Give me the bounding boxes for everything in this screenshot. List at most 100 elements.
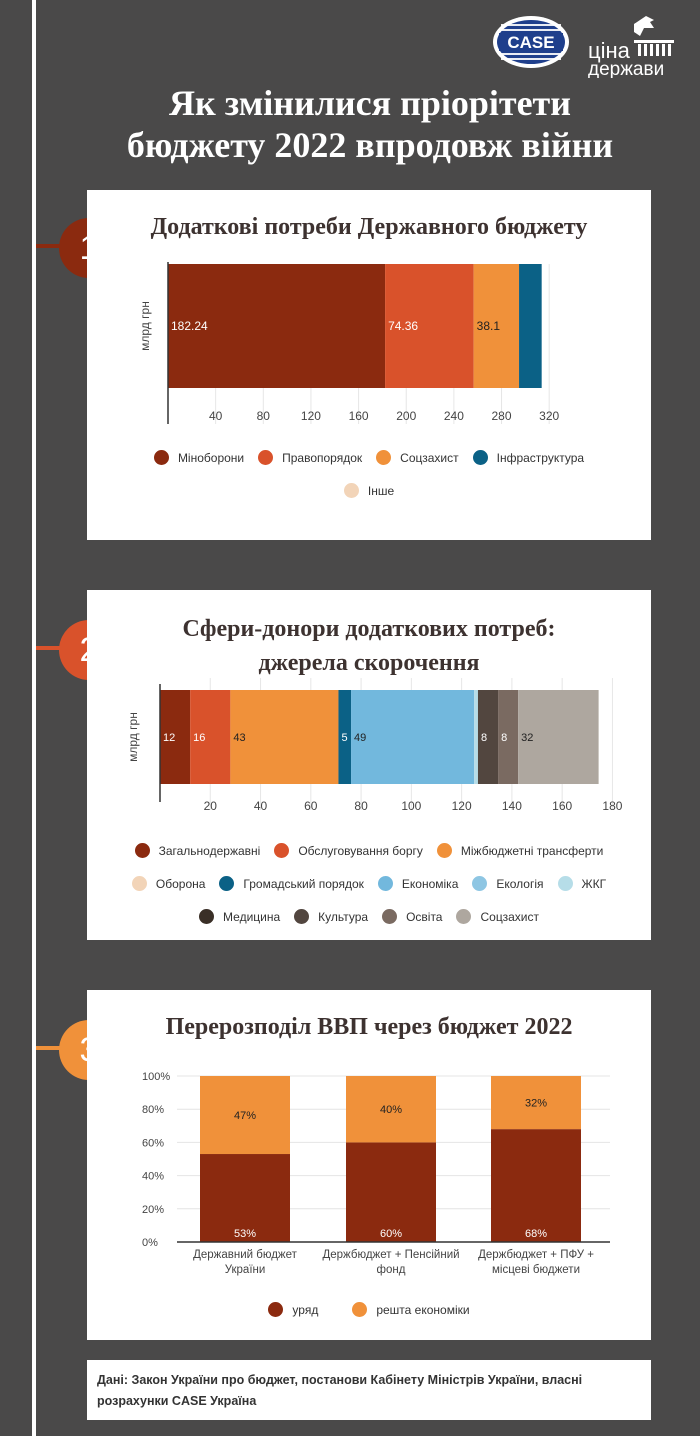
chart2-legend: Загальнодержавні Обслуговування боргу Мі… (87, 834, 651, 933)
legend-kultura: Культура (294, 909, 368, 924)
legend-zhkh: ЖКГ (557, 876, 606, 891)
legend-zahalnoderzhavni: Загальнодержавні (134, 843, 260, 858)
chart1-x-tick: 120 (301, 409, 321, 423)
chart1-data-label: 38.1 (477, 319, 501, 333)
chart3-data-label: 53% (234, 1228, 256, 1240)
chart3-bar-uryad (200, 1154, 290, 1242)
connector-2 (36, 646, 76, 650)
legend-medytsyna: Медицина (199, 909, 280, 924)
chart1-bar-segment (385, 264, 474, 388)
timeline-line (32, 0, 36, 1436)
source-line1: Дані: Закон України про бюджет, постанов… (97, 1373, 583, 1387)
tsina-logo-line2: держави (588, 59, 664, 78)
chart2-x-tick: 100 (401, 799, 421, 813)
chart1-svg: 40 80 120 160 200 240 280 320 182.24 74.36 38.1 млр… (138, 262, 560, 424)
chart2-title: Сфери-донори додаткових потреб: джерела … (87, 612, 651, 680)
chart3-title: Перерозподіл ВВП через бюджет 2022 (165, 1014, 573, 1040)
chart3-y-tick: 20% (142, 1204, 164, 1216)
connector-1 (36, 244, 76, 248)
chart-panel-3: Перерозподіл ВВП через бюджет 2022 0% 20%… (87, 990, 651, 1340)
chart2-y-label: млрд грн (126, 712, 140, 762)
chart1-title: Додаткові потреби Державного бюджету (150, 214, 588, 240)
chart2-x-tick: 140 (502, 799, 522, 813)
chart1-data-label: 182.24 (171, 319, 208, 333)
chart2-bar-segment (160, 690, 191, 784)
chart3-y-tick: 40% (142, 1171, 164, 1183)
chart2-svg: 20 40 60 80 100 120 140 160 180 12 16 43 5 49 8 8 32 млрд… (126, 678, 623, 813)
chart2-bar-segment (474, 690, 478, 784)
chart2-bar-segment (338, 690, 352, 784)
legend-transferty: Міжбюджетні трансферти (436, 843, 603, 858)
chart-panel-1: Додаткові потреби Державного бюджету 40 8… (87, 190, 651, 540)
legend-minoborony: Міноборони (153, 450, 244, 465)
chart1-legend: Міноборони Правопорядок Соцзахист Інфрас… (87, 441, 651, 507)
chart3-data-label: 32% (525, 1098, 547, 1110)
chart1-x-tick: 80 (257, 409, 271, 423)
chart3-y-tick: 100% (142, 1071, 170, 1083)
chart2-x-tick: 40 (254, 799, 268, 813)
legend-sotszakhyst2: Соцзахист (456, 909, 539, 924)
chart2-bar-segment (518, 690, 599, 784)
chart2-x-tick: 180 (602, 799, 622, 813)
page-title-line1: Як змінилися пріорітети (169, 83, 571, 123)
chart1-y-label: млрд грн (138, 301, 152, 351)
chart3-data-label: 47% (234, 1110, 256, 1122)
tsina-derzhavy-logo: ціна держави (588, 14, 684, 80)
chart3-x-tick: місцеві бюджети (492, 1264, 580, 1276)
chart2-bar-segment (230, 690, 339, 784)
page-title: Як змінилися пріорітети бюджету 2022 впр… (90, 82, 650, 166)
chart2-data-label: 43 (233, 732, 245, 744)
source-line2: розрахунки CASE Україна (97, 1394, 257, 1408)
chart3-data-label: 68% (525, 1228, 547, 1240)
legend-pravoporyadok: Правопорядок (258, 450, 362, 465)
chart3-svg: 0% 20% 40% 60% 80% 100% 47% 53% Державний бюджет… (142, 1071, 610, 1276)
chart3-bar-uryad (491, 1129, 581, 1242)
chart2-data-label: 5 (341, 732, 347, 744)
chart2-data-label: 12 (163, 732, 175, 744)
chart1-x-tick: 320 (539, 409, 559, 423)
case-logo-text: CASE (507, 33, 554, 52)
chart3-y-tick: 0% (142, 1237, 158, 1249)
chart1-bar-segment (473, 264, 520, 388)
chart2-data-label: 49 (354, 732, 366, 744)
tsina-logo-line1: ціна (588, 38, 631, 63)
chart2-bar-segment (477, 690, 499, 784)
legend-ekolohiya: Екологія (472, 876, 544, 891)
legend-hromporyadok: Громадський порядок (219, 876, 364, 891)
chart3-x-tick: Державний бюджет (193, 1249, 298, 1261)
legend-ekonomika: Економіка (377, 876, 458, 891)
legend-uryad: уряд (268, 1302, 318, 1317)
chart3-bar-reshta (346, 1076, 436, 1143)
chart3-bar-uryad (346, 1142, 436, 1242)
chart2-bar-segment (498, 690, 519, 784)
chart2-data-label: 32 (521, 732, 533, 744)
chart1-x-tick: 160 (349, 409, 369, 423)
chart2-title-line1: Сфери-донори додаткових потреб: (182, 616, 556, 642)
chart2-x-tick: 60 (304, 799, 318, 813)
chart3-data-label: 60% (380, 1228, 402, 1240)
chart3-y-tick: 80% (142, 1104, 164, 1116)
legend-sotszakhyst: Соцзахист (376, 450, 459, 465)
chart3-x-tick: України (225, 1264, 266, 1276)
chart2-title-line2: джерела скорочення (258, 650, 480, 676)
chart3-x-tick: фонд (377, 1264, 406, 1276)
chart2-data-label: 16 (193, 732, 205, 744)
chart1-x-tick: 240 (444, 409, 464, 423)
chart3-legend: уряд решта економіки (87, 1293, 651, 1326)
legend-osvita: Освіта (382, 909, 442, 924)
chart1-bar-segment (519, 264, 542, 388)
chart2-bar-segment (351, 690, 475, 784)
connector-3 (36, 1046, 76, 1050)
chart2-data-label: 8 (481, 732, 487, 744)
legend-borh: Обслуговування боргу (274, 843, 423, 858)
chart1-x-tick: 40 (209, 409, 223, 423)
chart1-x-tick: 200 (396, 409, 416, 423)
chart3-x-tick: Держбюджет + Пенсійний (322, 1249, 459, 1261)
chart2-x-tick: 20 (204, 799, 218, 813)
chart3-bar-reshta (491, 1076, 581, 1130)
chart3-data-label: 40% (380, 1104, 402, 1116)
chart3-bar-reshta (200, 1076, 290, 1155)
legend-infrastruktura: Інфраструктура (472, 450, 584, 465)
legend-reshta: решта економіки (352, 1302, 470, 1317)
chart1-x-tick: 280 (492, 409, 512, 423)
